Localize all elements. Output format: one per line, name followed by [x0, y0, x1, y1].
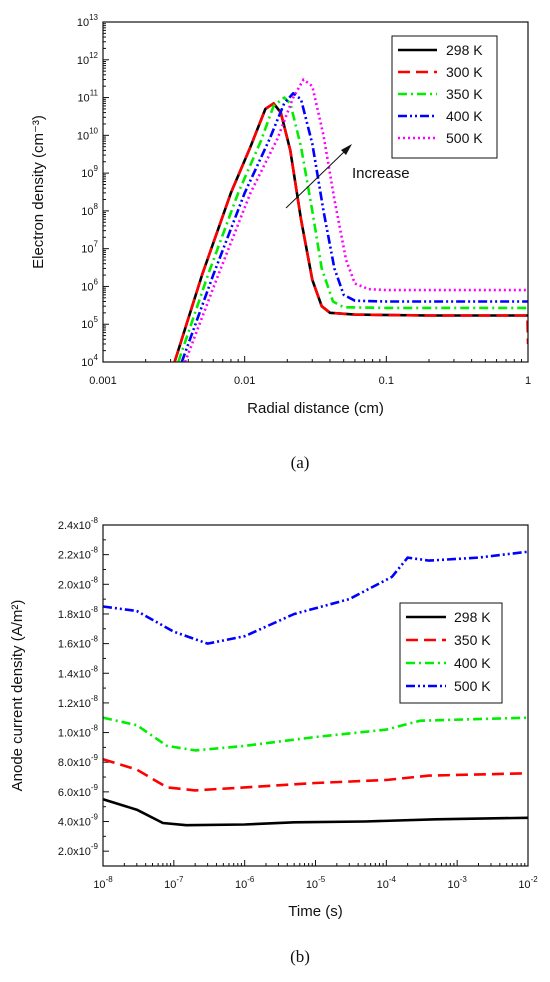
x-tick-label-a: 0.001: [89, 375, 117, 387]
legend-b: 298 K 350 K 400 K 500 K: [399, 602, 503, 704]
chart-panel-b: (b) 10-8 10-7 10-6 10-5 10-4 10-3 10-2 2.0x10-9…: [9, 516, 538, 966]
y-tick-label-b: 1.2x10-8: [58, 694, 99, 710]
y-tick-label-b: 2.2x10-8: [58, 546, 99, 562]
x-axis-label-b: Time (s): [288, 903, 342, 920]
y-tick-label-b: 1.0x10-8: [58, 724, 99, 740]
y-tick-label-b: 2.4x10-8: [58, 516, 99, 532]
y-tick-label-b: 2.0x10-9: [58, 842, 99, 858]
x-tick-label-a: 0.01: [234, 375, 255, 387]
series-line-a: [180, 92, 528, 362]
series-line-a: [173, 102, 528, 362]
x-tick-label-a: 1: [525, 375, 531, 387]
y-tick-label-a: 105: [81, 315, 98, 331]
x-tick-label-b: 10-3: [447, 875, 467, 891]
x-tick-label-b: 10-6: [235, 875, 255, 891]
plot-frame-b: [102, 524, 529, 867]
y-tick-label-b: 1.6x10-8: [58, 635, 99, 651]
annotation-increase: Increase: [352, 165, 410, 182]
x-tick-label-b: 10-5: [306, 875, 326, 891]
y-tick-label-b: 1.8x10-8: [58, 605, 99, 621]
plot-frame-a: [102, 21, 529, 363]
chart-panel-a: (a) 0.001 0.01 0.1 1 104 105 106 107 108 109 1010 1…: [30, 13, 531, 472]
legend-label-a: 350 K: [446, 86, 483, 102]
y-tick-label-a: 1011: [77, 89, 98, 105]
x-axis-label-a: Radial distance (cm): [247, 400, 384, 417]
x-tick-label-b: 10-4: [377, 875, 397, 891]
x-tick-label-b: 10-2: [518, 875, 538, 891]
y-tick-label-b: 6.0x10-9: [58, 783, 99, 799]
legend-label-b: 298 K: [454, 609, 491, 625]
y-tick-label-a: 1013: [77, 13, 99, 29]
series-line-a: [183, 78, 528, 362]
y-tick-label-a: 1010: [77, 126, 99, 142]
legend-label-a: 500 K: [446, 130, 483, 146]
x-tick-label-b: 10-8: [93, 875, 113, 891]
legend-label-b: 400 K: [454, 655, 491, 671]
series-line-b: [103, 798, 528, 827]
x-tick-label-a: 0.1: [379, 375, 394, 387]
increase-arrow: [285, 144, 352, 209]
legend-a: 298 K 300 K 350 K 400 K 500 K: [391, 35, 498, 159]
series-line-a: [177, 96, 528, 362]
legend-label-b: 500 K: [454, 678, 491, 694]
y-tick-label-b: 2.0x10-8: [58, 575, 99, 591]
caption-a: (a): [291, 453, 310, 472]
y-tick-label-b: 4.0x10-9: [58, 813, 99, 829]
series-line-b: [103, 758, 528, 792]
y-axis-label-a: Electron density (cm⁻³): [30, 115, 47, 269]
legend-label-a: 300 K: [446, 64, 483, 80]
series-line-b: [103, 550, 528, 645]
legend-label-b: 350 K: [454, 632, 491, 648]
y-tick-label-a: 104: [81, 353, 98, 369]
caption-b: (b): [290, 947, 310, 966]
legend-label-a: 400 K: [446, 108, 483, 124]
y-tick-label-a: 106: [81, 277, 98, 293]
y-tick-label-b: 1.4x10-8: [58, 664, 99, 680]
y-tick-label-a: 107: [81, 240, 98, 256]
series-line-b: [103, 716, 528, 752]
y-tick-label-b: 8.0x10-9: [58, 753, 99, 769]
x-tick-label-b: 10-7: [164, 875, 184, 891]
y-tick-label-a: 108: [81, 202, 98, 218]
legend-label-a: 298 K: [446, 42, 483, 58]
y-axis-label-b: Anode current density (A/m²): [9, 600, 26, 792]
y-tick-label-a: 1012: [77, 51, 99, 67]
y-tick-label-a: 109: [81, 164, 98, 180]
